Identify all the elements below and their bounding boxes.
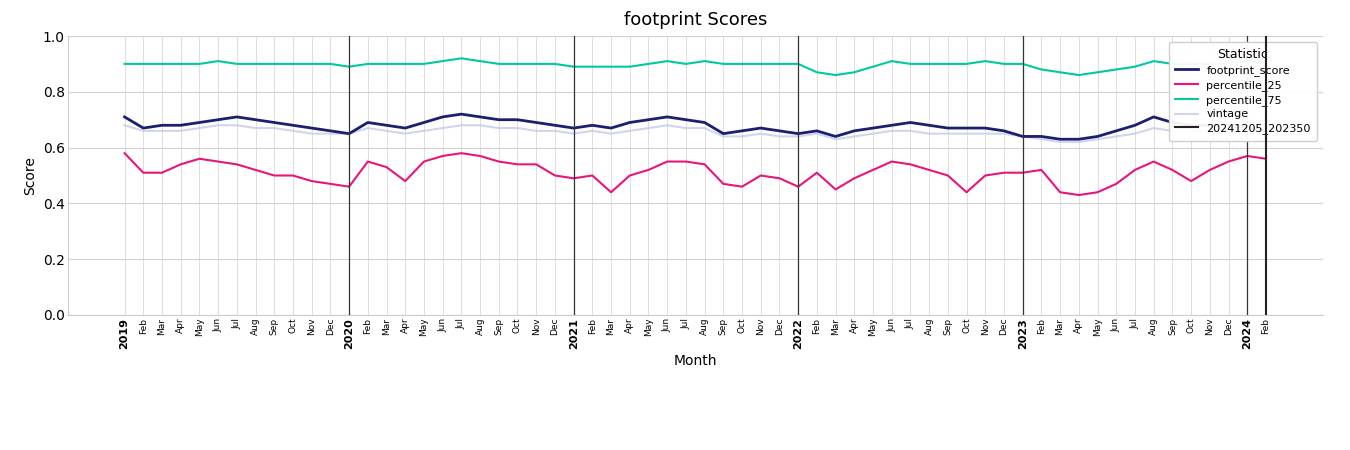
percentile_25	[1258, 156, 1274, 162]
vintage	[678, 126, 694, 131]
percentile_75	[1146, 58, 1162, 64]
vintage	[809, 131, 825, 136]
percentile_75	[697, 58, 713, 64]
Legend: footprint_score, percentile_25, percentile_75, vintage, 20241205_202350: footprint_score, percentile_25, percenti…	[1169, 41, 1318, 141]
percentile_75	[1258, 61, 1274, 67]
percentile_75	[342, 64, 358, 69]
percentile_75	[211, 58, 227, 64]
footprint_score	[116, 114, 132, 120]
Line: percentile_25: percentile_25	[124, 153, 1266, 195]
X-axis label: Month: Month	[674, 354, 717, 369]
footprint_score	[342, 131, 358, 136]
percentile_25	[416, 159, 432, 164]
percentile_75	[846, 70, 863, 75]
percentile_75	[454, 56, 470, 61]
percentile_25	[1127, 167, 1143, 173]
vintage	[416, 128, 432, 134]
Line: footprint_score: footprint_score	[124, 114, 1266, 139]
Line: vintage: vintage	[124, 125, 1266, 142]
Y-axis label: Score: Score	[23, 156, 38, 195]
Line: percentile_75: percentile_75	[124, 58, 1266, 75]
percentile_75	[416, 61, 432, 67]
footprint_score	[454, 112, 470, 117]
vintage	[1052, 140, 1068, 145]
vintage	[1258, 122, 1274, 128]
vintage	[116, 122, 132, 128]
vintage	[342, 131, 358, 136]
percentile_25	[678, 159, 694, 164]
Title: footprint Scores: footprint Scores	[624, 11, 767, 29]
footprint_score	[697, 120, 713, 125]
percentile_75	[116, 61, 132, 67]
percentile_25	[116, 150, 132, 156]
vintage	[1127, 131, 1143, 136]
percentile_25	[211, 159, 227, 164]
footprint_score	[1258, 128, 1274, 134]
percentile_75	[828, 72, 844, 78]
percentile_25	[809, 170, 825, 176]
footprint_score	[416, 120, 432, 125]
footprint_score	[1052, 136, 1068, 142]
vintage	[211, 122, 227, 128]
footprint_score	[211, 117, 227, 122]
percentile_25	[1071, 192, 1087, 198]
footprint_score	[828, 134, 844, 139]
percentile_25	[342, 184, 358, 189]
footprint_score	[1146, 114, 1162, 120]
